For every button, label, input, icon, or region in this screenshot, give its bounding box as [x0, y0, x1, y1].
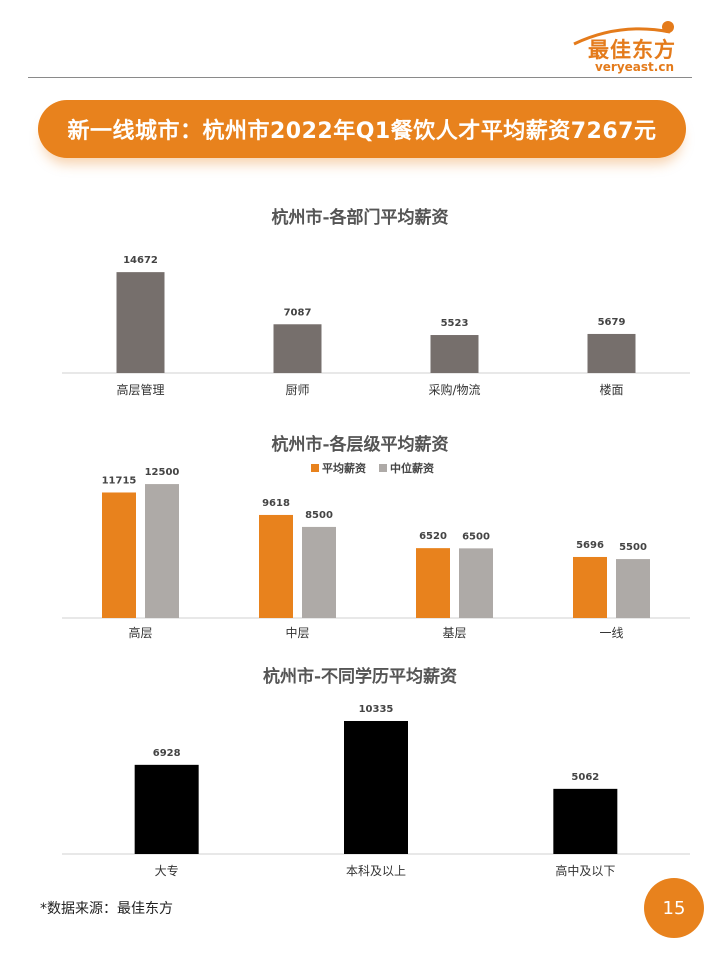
- category-label: 采购/物流: [428, 382, 480, 397]
- data-label: 11715: [102, 475, 137, 486]
- page-number-badge: 15: [644, 878, 704, 938]
- data-label: 7087: [284, 307, 312, 318]
- data-label: 9618: [262, 498, 290, 509]
- data-label: 6520: [419, 531, 447, 542]
- category-label: 楼面: [599, 382, 623, 397]
- data-label: 6928: [153, 748, 181, 759]
- category-label: 基层: [442, 626, 466, 640]
- logo-domain: veryeast.cn: [594, 60, 674, 74]
- chart-title-level: 杭州市-各层级平均薪资: [271, 435, 449, 455]
- page-title: 新一线城市：杭州市2022年Q1餐饮人才平均薪资7267元: [67, 119, 657, 144]
- data-label: 12500: [145, 467, 180, 478]
- bar-average: [102, 492, 136, 618]
- category-label: 中层: [285, 625, 309, 640]
- logo-chinese-name: 最佳东方: [588, 38, 676, 62]
- category-label: 高层: [128, 625, 152, 640]
- category-label: 大专: [155, 863, 179, 878]
- bar: [553, 788, 618, 854]
- bar: [587, 333, 636, 373]
- data-label: 5696: [576, 540, 604, 551]
- bar-average: [259, 514, 293, 618]
- bar-median: [302, 526, 336, 618]
- data-label: 6500: [462, 531, 490, 542]
- chart-title-education: 杭州市-不同学历平均薪资: [262, 667, 458, 687]
- bar-median: [616, 559, 650, 618]
- header-divider: [28, 77, 692, 78]
- bar: [344, 720, 408, 854]
- bar: [116, 272, 165, 373]
- bar-average: [416, 548, 450, 618]
- legend-label: 中位薪资: [390, 461, 434, 475]
- legend-swatch: [311, 464, 319, 472]
- bar: [273, 324, 322, 373]
- category-label: 高层管理: [116, 382, 164, 397]
- category-label: 本科及以上: [346, 864, 406, 878]
- legend-swatch: [379, 464, 387, 472]
- department-salary-chart: 14672 高层管理 7087 厨师 5523 采购/物流 5679 楼面: [62, 255, 690, 397]
- data-label: 5500: [619, 542, 647, 553]
- level-salary-chart: 11715 12500 高层 9618 8500 中层 6520 6500 基层 5696 5500…: [62, 461, 690, 640]
- bar-median: [145, 484, 179, 618]
- bar-median: [459, 548, 493, 618]
- category-label: 厨师: [285, 383, 309, 397]
- data-label: 5523: [441, 318, 469, 329]
- data-label: 8500: [305, 510, 333, 521]
- bar: [430, 335, 479, 373]
- logo-swoosh-icon: [573, 21, 674, 46]
- bar: [134, 764, 199, 854]
- data-label: 10335: [359, 704, 394, 715]
- education-salary-chart: 6928 大专 10335 本科及以上 5062 高中及以下: [62, 704, 690, 878]
- brand-logo: 最佳东方 veryeast.cn: [560, 18, 680, 74]
- data-source-note: *数据来源：最佳东方: [40, 901, 173, 917]
- category-label: 高中及以下: [555, 863, 615, 878]
- data-label: 5679: [598, 317, 626, 328]
- data-label: 14672: [123, 255, 158, 266]
- bar-average: [573, 556, 607, 618]
- data-label: 5062: [571, 772, 599, 783]
- chart-title-department: 杭州市-各部门平均薪资: [271, 208, 449, 228]
- category-label: 一线: [599, 626, 623, 640]
- legend-label: 平均薪资: [322, 461, 366, 475]
- title-banner: 新一线城市：杭州市2022年Q1餐饮人才平均薪资7267元: [38, 100, 686, 158]
